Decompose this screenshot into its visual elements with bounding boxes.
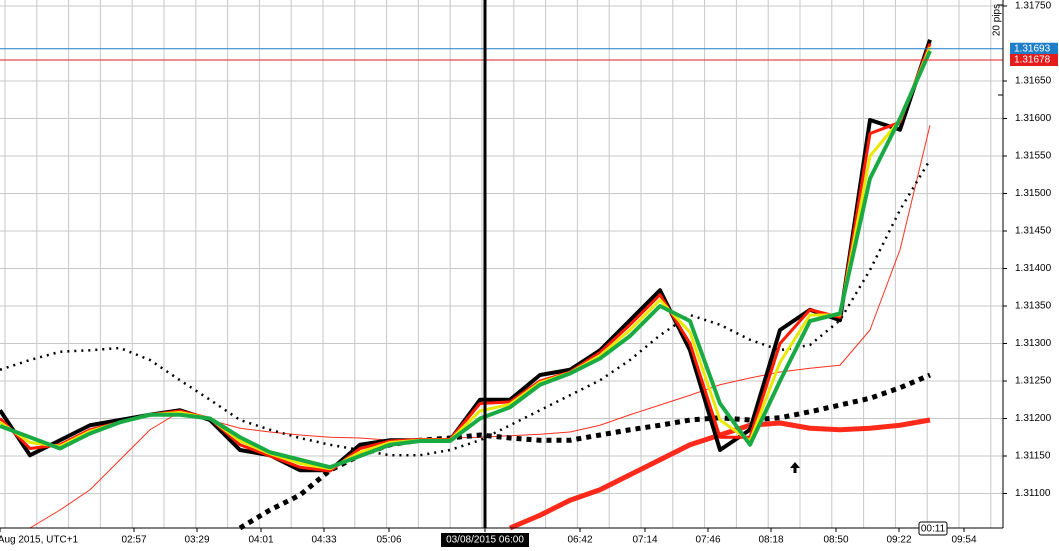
x-tick-label: 09:54: [951, 535, 976, 546]
y-tick-label: 1.31150: [1015, 451, 1051, 462]
x-tick-label: 04:01: [248, 535, 273, 546]
y-tick-label: 1.31100: [1015, 488, 1051, 499]
y-tick-label: 1.31400: [1015, 263, 1052, 274]
y-tick-label: 1.31750: [1015, 1, 1052, 12]
y-tick-label: 1.31550: [1015, 151, 1052, 162]
y-tick-label: 1.31200: [1015, 413, 1052, 424]
x-tick-label: 08:18: [758, 535, 783, 546]
x-tick-label: 3 Aug 2015, UTC+1: [0, 535, 79, 546]
y-tick-label: 1.31250: [1015, 376, 1052, 387]
x-tick-label: 04:33: [311, 535, 336, 546]
price-label: 1.31678: [1014, 55, 1051, 66]
x-tick-label: 03/08/2015 06:00: [446, 535, 524, 546]
price-label: 1.31693: [1014, 43, 1051, 54]
pip-scale: [998, 4, 1004, 96]
x-tick-label: 07:14: [632, 535, 657, 546]
series-line: [0, 159, 932, 457]
y-tick-label: 1.31450: [1015, 226, 1052, 237]
y-tick-label: 1.31650: [1015, 76, 1052, 87]
pip-label: 20 pips: [992, 4, 1003, 36]
x-tick-label: 07:46: [695, 535, 720, 546]
y-tick-label: 1.31500: [1015, 188, 1052, 199]
timer-box: [918, 521, 948, 536]
y-tick-label: 1.31300: [1015, 338, 1052, 349]
price-label-box: [1010, 42, 1058, 55]
plot: [0, 39, 1003, 531]
x-label-highlight: [441, 533, 529, 547]
x-tick-label: 06:42: [567, 535, 592, 546]
timer: 00:11: [921, 524, 946, 535]
x-tick-label: 08:50: [823, 535, 848, 546]
price-label-box: [1010, 54, 1058, 66]
series-line: [0, 50, 932, 470]
series-line: [238, 372, 931, 531]
arrow-marker: [790, 462, 800, 473]
x-tick-label: 09:22: [886, 535, 911, 546]
y-tick-label: 1.31600: [1015, 113, 1052, 124]
x-tick-label: 05:06: [376, 535, 401, 546]
x-tick-label: 02:57: [121, 535, 146, 546]
y-tick-label: 1.31350: [1015, 301, 1052, 312]
x-tick-label: 03:29: [184, 535, 209, 546]
